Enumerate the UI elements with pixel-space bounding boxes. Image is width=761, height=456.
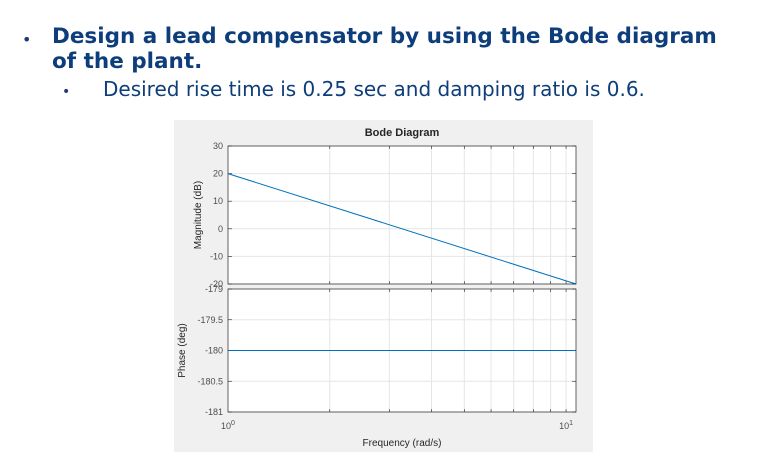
bode-figure: Bode Diagram Frequency (rad/s) 30 20 10 0 -1… xyxy=(174,120,593,452)
phase-ytick-label: -181 xyxy=(205,407,223,417)
phase-y-axis-label: Phase (deg) xyxy=(177,323,188,377)
magnitude-y-axis-label: Magnitude (dB) xyxy=(193,181,204,249)
magnitude-ytick-label: 20 xyxy=(213,169,223,179)
chart-title: Bode Diagram xyxy=(365,127,440,139)
magnitude-ytick-label: 10 xyxy=(213,196,223,206)
bullet-dot: • xyxy=(22,30,32,49)
x-tick-exponent: 1 xyxy=(569,420,573,427)
magnitude-ytick-label: -10 xyxy=(210,251,223,261)
phase-ytick-label: -179 xyxy=(205,284,223,294)
slide-subtext: Desired rise time is 0.25 sec and dampin… xyxy=(103,77,645,101)
magnitude-series-line xyxy=(227,173,577,285)
x-tick-base: 10 xyxy=(559,421,569,431)
x-tick-base: 10 xyxy=(221,421,231,431)
phase-ytick-label: -180.5 xyxy=(197,376,223,386)
magnitude-axes-frame xyxy=(227,145,577,285)
x-tick-label: 100 xyxy=(221,420,235,431)
x-axis-label: Frequency (rad/s) xyxy=(363,438,442,449)
phase-ytick-label: -179.5 xyxy=(197,315,223,325)
x-tick-exponent: 0 xyxy=(231,420,235,427)
magnitude-ytick-label: 0 xyxy=(218,224,223,234)
phase-axes-frame xyxy=(227,288,577,413)
x-tick-label: 101 xyxy=(559,420,573,431)
slide-heading: Design a lead compensator by using the B… xyxy=(52,24,717,74)
bode-plot: Bode Diagram Frequency (rad/s) 3020100-1… xyxy=(177,127,577,449)
magnitude-ytick-label: 30 xyxy=(213,141,223,151)
magnitude-ytick-label: -20 xyxy=(210,279,223,289)
sub-bullet-dot: • xyxy=(62,84,71,100)
phase-ytick-label: -180 xyxy=(205,346,223,356)
magnitude-plot-area xyxy=(228,146,576,284)
